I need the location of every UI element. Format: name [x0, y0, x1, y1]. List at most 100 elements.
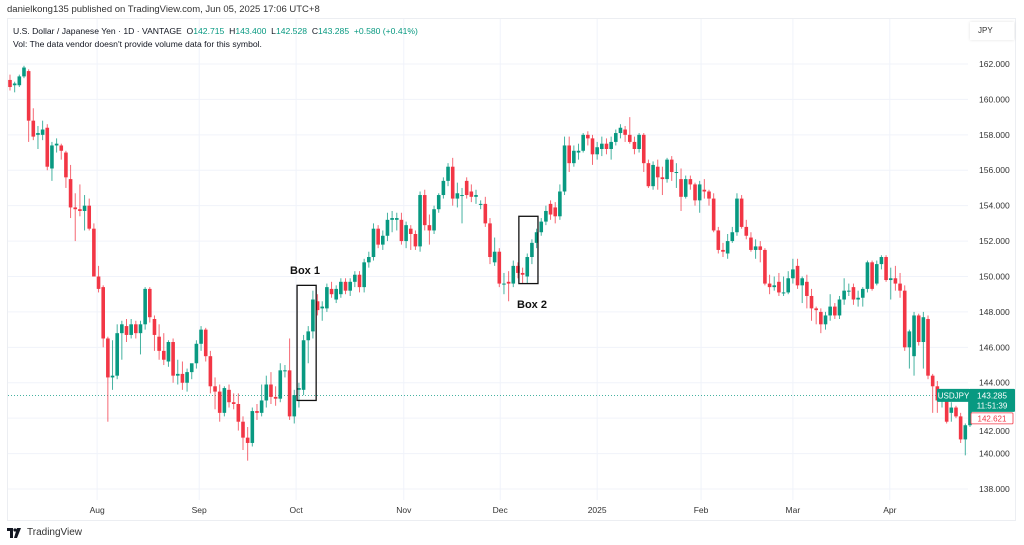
candle-body	[92, 228, 96, 277]
candle	[68, 164, 73, 219]
candle-body	[870, 262, 874, 289]
candle	[339, 278, 343, 298]
candle-body	[893, 278, 898, 284]
candle-body	[874, 264, 879, 284]
candle-body	[120, 324, 124, 334]
candle-body	[884, 257, 888, 281]
candle	[800, 276, 804, 304]
candle	[823, 311, 828, 330]
y-tick-label: 148.000	[979, 307, 1010, 317]
candle-body	[753, 246, 758, 250]
candle-body	[311, 299, 315, 332]
candle-body	[963, 425, 968, 440]
candle	[660, 166, 665, 196]
candle-body	[707, 191, 711, 199]
candle	[627, 117, 632, 144]
candle	[600, 136, 604, 157]
candle-body	[833, 306, 837, 316]
candle-body	[814, 308, 818, 311]
candle	[558, 184, 562, 220]
candle	[874, 260, 879, 286]
candle	[469, 184, 474, 203]
candle	[641, 133, 646, 173]
candle-body	[478, 203, 483, 205]
secondary-price-text: 142.621	[978, 414, 1007, 423]
volume-notice: Vol: The data vendor doesn't provide vol…	[13, 39, 262, 49]
candle-body	[697, 184, 702, 201]
candle	[679, 168, 683, 211]
candle	[343, 278, 348, 295]
candle-body	[819, 311, 823, 325]
candle	[213, 377, 217, 410]
box-1-label: Box 1	[290, 265, 320, 277]
candle-body	[744, 226, 749, 236]
candle	[427, 214, 432, 245]
candle-body	[278, 370, 283, 399]
candle	[530, 239, 534, 265]
candle	[702, 179, 707, 199]
candle	[245, 427, 250, 461]
candle	[138, 320, 143, 355]
candle	[436, 193, 441, 213]
candle-body	[693, 184, 697, 201]
candle	[381, 230, 385, 250]
candle-body	[725, 241, 730, 254]
candle	[353, 271, 357, 288]
candle-body	[343, 281, 348, 291]
candle-body	[777, 281, 781, 293]
candle-body	[87, 205, 92, 229]
candle-body	[203, 329, 208, 357]
candle	[581, 133, 585, 153]
candle	[767, 274, 772, 295]
candle	[129, 318, 133, 339]
candle-body	[856, 297, 860, 300]
candle-body	[614, 133, 618, 142]
candle	[716, 226, 721, 254]
candle-body	[735, 198, 739, 233]
y-tick-label: 160.000	[979, 94, 1010, 104]
candle-body	[576, 150, 581, 153]
candle-body	[623, 129, 627, 135]
candle	[492, 237, 497, 266]
candle-body	[562, 145, 567, 192]
candle	[851, 283, 856, 305]
candle	[152, 315, 157, 351]
candle	[655, 159, 660, 190]
candle	[683, 175, 688, 199]
candle	[292, 389, 297, 424]
open-value: 142.715	[193, 26, 225, 36]
candle	[250, 407, 255, 447]
candle-body	[842, 290, 846, 300]
annotation-box-2	[518, 215, 539, 285]
candle-body	[604, 143, 609, 149]
candle-body	[651, 164, 655, 187]
candle	[949, 402, 954, 422]
candle	[870, 260, 874, 291]
tradingview-logo[interactable]: TradingView	[7, 527, 82, 538]
candle	[483, 196, 488, 227]
candle-body	[185, 372, 189, 383]
candle-body	[413, 233, 418, 247]
currency-button[interactable]: JPY	[970, 22, 1014, 40]
candle-body	[22, 67, 26, 77]
candle	[795, 258, 800, 289]
candle-body	[665, 159, 669, 180]
candle-body	[460, 195, 464, 197]
candle-body	[399, 219, 404, 242]
y-tick-label: 150.000	[979, 271, 1010, 281]
candle-body	[441, 180, 446, 196]
candle-body	[791, 269, 795, 279]
candle-body	[902, 290, 907, 348]
candle	[860, 287, 865, 307]
candle	[348, 278, 352, 296]
candle	[301, 334, 306, 396]
y-tick-label: 140.000	[979, 449, 1010, 459]
candle	[963, 423, 968, 456]
candle-body	[823, 315, 828, 325]
candle	[59, 143, 64, 160]
candle-body	[497, 251, 502, 284]
candle-body	[436, 195, 441, 210]
symbol-description[interactable]: U.S. Dollar / Japanese Yen · 1D · VANTAG…	[13, 26, 182, 36]
candle-body	[520, 272, 525, 275]
